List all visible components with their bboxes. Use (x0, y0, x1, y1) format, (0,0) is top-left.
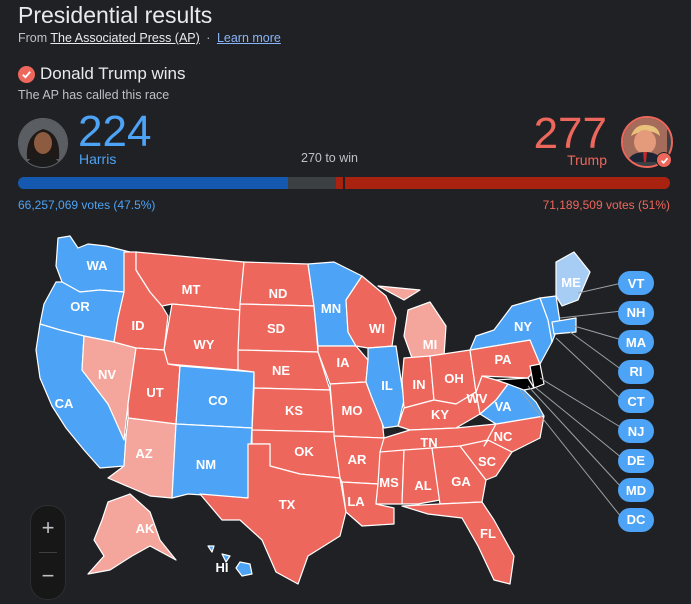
label-ND: ND (269, 286, 288, 301)
separator: · (206, 31, 211, 45)
trump-name: Trump (567, 152, 607, 168)
harris-bar-fill (18, 177, 288, 189)
source-line: From The Associated Press (AP) · Learn m… (18, 31, 281, 45)
label-KS: KS (285, 403, 303, 418)
state-MA[interactable] (551, 317, 577, 335)
label-MI: MI (423, 337, 437, 352)
label-AK: AK (136, 521, 155, 536)
label-OR: OR (70, 299, 90, 314)
label-SC: SC (478, 454, 497, 469)
trump-popular-vote: 71,189,509 votes (51%) (542, 198, 670, 212)
harris-name: Harris (79, 151, 117, 167)
label-AL: AL (414, 478, 431, 493)
label-KY: KY (431, 407, 449, 422)
label-NC: NC (494, 429, 513, 444)
label-GA: GA (451, 474, 471, 489)
learn-more-link[interactable]: Learn more (216, 31, 281, 45)
label-NM: NM (196, 457, 216, 472)
state-IL[interactable] (365, 345, 405, 429)
label-IA: IA (337, 355, 351, 370)
state-HI[interactable] (207, 545, 253, 577)
label-OK: OK (294, 444, 314, 459)
us-map-svg: WA OR CA NV ID MT WY UT AZ CO NM ND SD N… (35, 235, 623, 585)
state-MD[interactable] (495, 377, 535, 391)
label-WV: WV (467, 391, 488, 406)
to-win-label: 270 to win (301, 151, 358, 165)
page-title: Presidential results (18, 2, 213, 28)
label-NE: NE (272, 363, 290, 378)
winner-check-icon (656, 152, 672, 168)
state-AK[interactable] (87, 493, 177, 575)
label-MT: MT (182, 282, 201, 297)
source-prefix: From (18, 31, 48, 45)
source-link[interactable]: The Associated Press (AP) (50, 31, 200, 45)
pill-CT[interactable]: CT (618, 389, 654, 414)
state-FL[interactable] (401, 501, 515, 585)
pill-DC[interactable]: DC (618, 507, 654, 532)
zoom-control: + − (30, 505, 66, 600)
label-WI: WI (369, 321, 385, 336)
zoom-out-button[interactable]: − (41, 563, 55, 588)
label-LA: LA (347, 494, 365, 509)
label-NY: NY (514, 319, 532, 334)
label-AR: AR (348, 452, 367, 467)
harris-electoral-votes: 224 (78, 107, 152, 156)
trump-electoral-votes: 277 (533, 109, 607, 158)
state-AL[interactable] (401, 447, 441, 505)
state-WY[interactable] (163, 303, 241, 371)
pill-MA[interactable]: MA (618, 330, 654, 355)
connector-lines (519, 282, 623, 519)
pill-DE[interactable]: DE (618, 448, 654, 473)
label-SD: SD (267, 321, 285, 336)
label-VA: VA (494, 399, 512, 414)
label-CA: CA (55, 396, 74, 411)
called-text: The AP has called this race (18, 88, 170, 102)
winner-headline: Donald Trump wins (18, 64, 186, 84)
check-icon (18, 65, 35, 83)
label-MN: MN (321, 301, 341, 316)
label-OH: OH (444, 371, 464, 386)
270-marker (343, 177, 345, 189)
label-ID: ID (132, 318, 145, 333)
label-TN: TN (420, 435, 437, 450)
pill-NH[interactable]: NH (618, 300, 654, 325)
label-WY: WY (194, 337, 215, 352)
pill-VT[interactable]: VT (618, 271, 654, 295)
label-MS: MS (379, 475, 399, 490)
label-AZ: AZ (135, 446, 152, 461)
label-WA: WA (87, 258, 109, 273)
label-IL: IL (381, 378, 393, 393)
pill-RI[interactable]: RI (618, 359, 654, 384)
pill-NJ[interactable]: NJ (618, 419, 654, 443)
harris-popular-vote: 66,257,069 votes (47.5%) (18, 198, 156, 212)
label-CO: CO (208, 393, 228, 408)
label-UT: UT (146, 385, 163, 400)
label-NV: NV (98, 367, 116, 382)
state-NJ[interactable] (529, 363, 545, 389)
electoral-vote-bar (18, 177, 670, 189)
state-GA[interactable] (431, 445, 487, 505)
label-PA: PA (494, 352, 512, 367)
pill-MD[interactable]: MD (618, 478, 654, 503)
state-MS[interactable] (375, 449, 405, 505)
trump-bar-fill (336, 177, 670, 189)
zoom-divider (39, 552, 57, 553)
state-TX[interactable] (199, 443, 347, 585)
label-HI: HI (216, 560, 229, 575)
zoom-in-button[interactable]: + (41, 515, 55, 540)
label-FL: FL (480, 526, 496, 541)
results-map[interactable]: WA OR CA NV ID MT WY UT AZ CO NM ND SD N… (0, 215, 691, 604)
state-SC[interactable] (459, 439, 513, 481)
harris-avatar[interactable] (18, 118, 68, 168)
label-IN: IN (413, 377, 426, 392)
label-ME: ME (561, 275, 581, 290)
label-TX: TX (279, 497, 296, 512)
winner-text: Donald Trump wins (40, 64, 186, 83)
state-ME[interactable] (555, 251, 591, 307)
label-MO: MO (342, 403, 363, 418)
